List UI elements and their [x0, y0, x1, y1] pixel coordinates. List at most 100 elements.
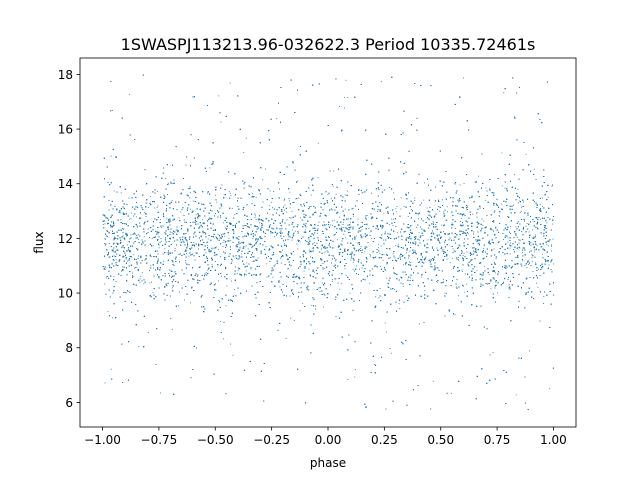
data-point	[130, 237, 132, 239]
data-point	[485, 187, 487, 189]
data-point	[483, 220, 485, 222]
data-point	[484, 231, 486, 233]
data-point	[211, 263, 213, 265]
data-point	[286, 219, 288, 221]
data-point	[392, 225, 394, 226]
data-point	[539, 203, 541, 205]
data-point	[125, 258, 127, 260]
data-point	[231, 223, 233, 225]
data-point	[218, 280, 220, 282]
data-point	[331, 255, 333, 257]
data-point	[426, 207, 428, 209]
data-point	[427, 239, 429, 241]
data-point	[107, 311, 109, 313]
data-point	[461, 269, 463, 271]
data-point	[356, 235, 358, 237]
data-point	[296, 180, 298, 182]
data-point	[348, 218, 350, 220]
data-point	[492, 352, 494, 353]
data-point	[205, 252, 207, 254]
data-point	[358, 229, 360, 231]
data-point	[371, 192, 372, 194]
data-point	[446, 258, 448, 260]
data-point	[409, 261, 410, 263]
data-point	[347, 379, 349, 380]
data-point	[400, 208, 402, 210]
data-point	[122, 266, 124, 268]
data-point	[455, 286, 457, 288]
data-point	[332, 209, 334, 211]
data-point	[343, 107, 345, 109]
data-point	[551, 246, 553, 248]
data-point	[308, 268, 310, 270]
data-point	[122, 229, 124, 231]
data-point	[330, 224, 332, 226]
data-point	[417, 218, 419, 220]
data-point	[501, 203, 503, 205]
data-point	[234, 289, 235, 291]
data-point	[291, 210, 293, 212]
data-point	[408, 255, 410, 257]
data-point	[455, 251, 456, 253]
data-point	[396, 232, 398, 234]
data-point	[103, 243, 105, 244]
data-point	[269, 257, 271, 259]
data-point	[206, 269, 208, 271]
data-point	[513, 204, 514, 206]
data-point	[147, 332, 149, 333]
data-point	[250, 268, 252, 270]
data-point	[113, 275, 115, 277]
data-point	[134, 267, 135, 269]
data-point	[546, 244, 548, 246]
data-point	[379, 288, 381, 289]
data-point	[340, 252, 342, 254]
data-point	[230, 240, 232, 242]
data-point	[339, 106, 340, 107]
data-point	[379, 253, 381, 255]
data-point	[551, 250, 553, 252]
data-point	[170, 318, 172, 319]
data-point	[547, 196, 549, 198]
data-point	[516, 236, 518, 238]
data-point	[170, 181, 172, 183]
data-point	[229, 82, 231, 84]
data-point	[246, 262, 248, 264]
data-point	[466, 283, 468, 285]
data-point	[438, 206, 440, 208]
data-point	[424, 290, 426, 292]
data-point	[245, 274, 247, 276]
data-point	[344, 268, 346, 270]
data-point	[218, 249, 219, 251]
data-point	[274, 264, 276, 266]
data-point	[327, 194, 329, 196]
data-point	[493, 271, 495, 272]
data-point	[252, 260, 254, 262]
data-point	[376, 210, 378, 212]
data-point	[266, 276, 268, 278]
data-point	[398, 243, 400, 245]
data-point	[449, 262, 451, 264]
data-point	[272, 276, 274, 278]
data-point	[384, 322, 386, 324]
data-point	[207, 192, 209, 194]
data-point	[517, 221, 519, 223]
data-point	[143, 283, 145, 285]
data-point	[145, 216, 147, 217]
data-point	[463, 183, 465, 185]
data-point	[456, 259, 458, 260]
data-point	[410, 277, 412, 279]
data-point	[353, 215, 354, 217]
data-point	[334, 299, 336, 301]
data-point	[490, 288, 492, 290]
data-point	[457, 257, 459, 259]
data-point	[104, 223, 106, 225]
data-point	[152, 292, 154, 293]
data-point	[151, 281, 152, 283]
data-point	[281, 232, 283, 234]
data-point	[137, 226, 138, 228]
data-point	[394, 289, 396, 290]
data-point	[369, 254, 371, 255]
data-point	[280, 257, 282, 259]
data-point	[313, 271, 315, 273]
